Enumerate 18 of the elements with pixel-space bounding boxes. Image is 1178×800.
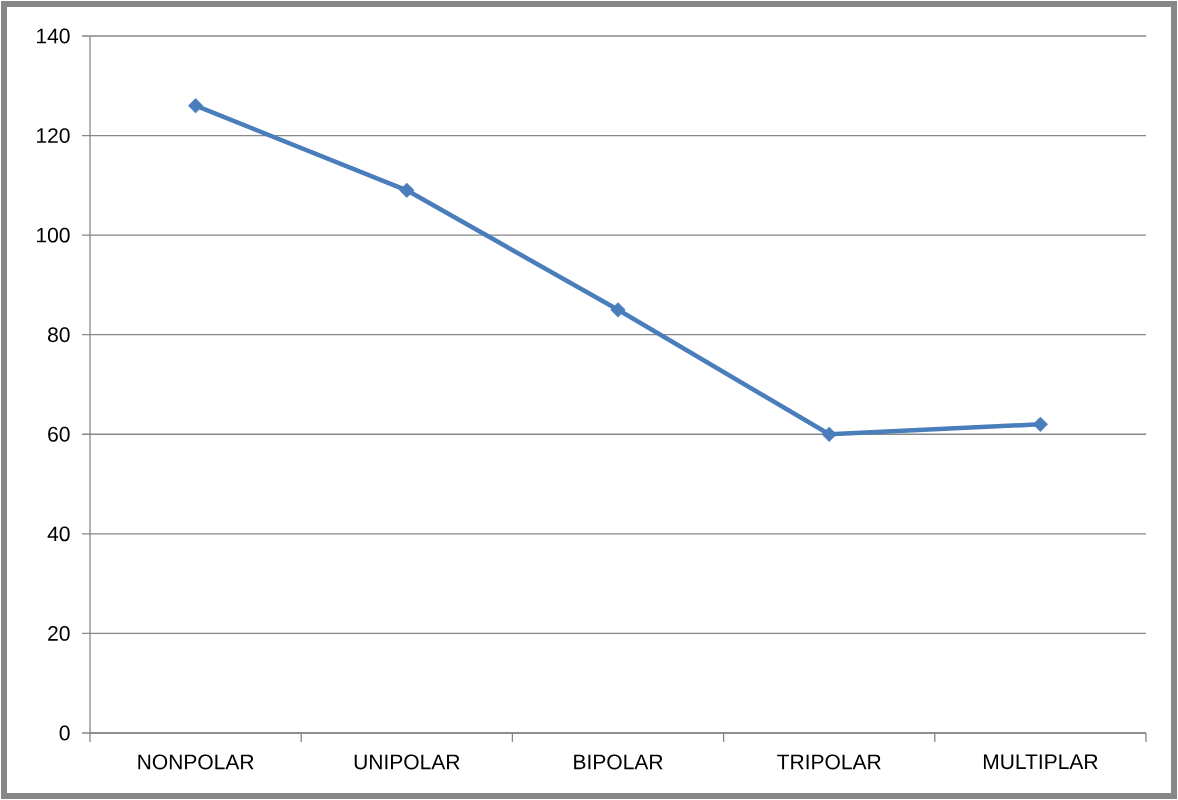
point [188,98,204,114]
y-tick-label: 20 [48,625,70,641]
y-tick-label: 60 [48,426,70,442]
x-tick-label: MULTIPLAR [983,754,1098,770]
y-tick-label: 100 [37,227,70,243]
x-tick-label: BIPOLAR [574,754,663,770]
x-tick-label: TRIPOLAR [777,754,881,770]
y-tick-label: 0 [59,725,70,741]
x-tick-label: UNIPOLAR [354,754,460,770]
point [1032,416,1048,432]
y-tick-label: 80 [48,327,70,343]
y-tick-label: 40 [47,526,70,542]
point [821,426,837,442]
y-tick-label: 140 [37,28,70,44]
point [610,302,626,318]
x-tick-label: NONPOLAR [138,754,254,770]
y-tick-label: 120 [37,128,70,143]
point [399,182,415,198]
